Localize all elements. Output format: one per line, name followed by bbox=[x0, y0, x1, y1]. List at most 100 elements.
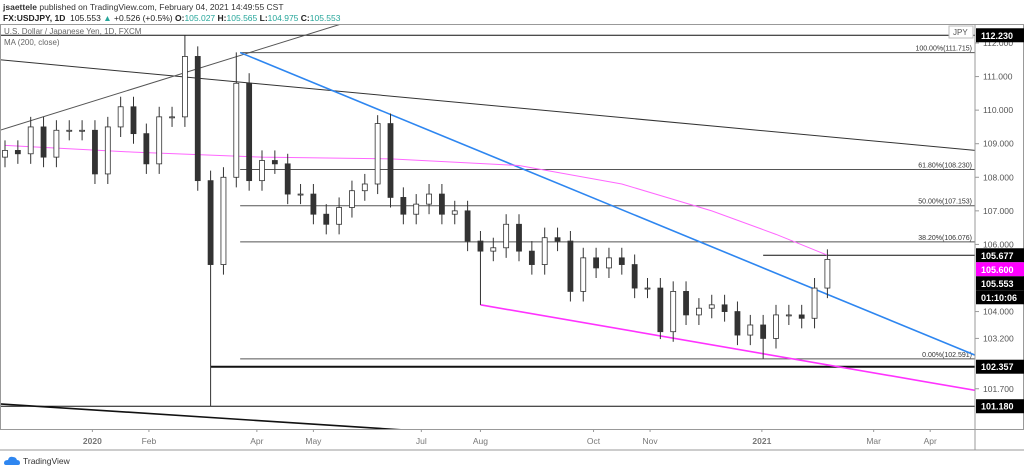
price-tag bbox=[976, 276, 1024, 291]
y-tick-label: 109.000 bbox=[983, 139, 1014, 149]
candle-body bbox=[387, 123, 394, 198]
candle-body bbox=[361, 183, 368, 192]
x-tick-label: Oct bbox=[587, 436, 601, 446]
close-label: C: bbox=[300, 13, 310, 23]
candle-body bbox=[53, 129, 60, 158]
price-tag-label: 105.600 bbox=[981, 265, 1014, 275]
candle-body bbox=[773, 314, 779, 339]
low-value: 104.975 bbox=[267, 13, 299, 23]
tradingview-logo[interactable]: TradingView bbox=[4, 456, 70, 466]
x-tick-label: 2020 bbox=[83, 436, 102, 446]
candle-body bbox=[760, 324, 767, 339]
candle-body bbox=[233, 82, 240, 178]
up-arrow-icon: ▲ bbox=[103, 13, 112, 23]
candle-body bbox=[181, 56, 188, 118]
x-tick-label: Jul bbox=[416, 436, 427, 446]
candle-body bbox=[593, 257, 599, 269]
plot-frame bbox=[0, 24, 1024, 430]
candle-body bbox=[670, 291, 677, 333]
brand-text: TradingView bbox=[23, 456, 70, 466]
candle-body bbox=[323, 213, 330, 225]
fib-level-label: 100.00%(111.715) bbox=[915, 46, 972, 53]
y-tick-label: 110.000 bbox=[983, 105, 1013, 115]
publish-info: jsaettele published on TradingView.com, … bbox=[3, 2, 284, 12]
last-price: 105.553 bbox=[70, 13, 101, 23]
candle-body bbox=[503, 223, 510, 249]
price-tag-label: 112.230 bbox=[981, 31, 1013, 41]
candle-body bbox=[413, 203, 420, 215]
candle-body bbox=[259, 160, 265, 182]
candle-body bbox=[528, 250, 535, 265]
y-tick-label: 101.700 bbox=[983, 384, 1014, 394]
close-value: 105.553 bbox=[309, 13, 341, 23]
candle-body bbox=[284, 163, 291, 195]
x-tick-label: Apr bbox=[924, 436, 937, 446]
fib-level-label: 61.80%(108.230) bbox=[918, 163, 972, 170]
series-title: U.S. Dollar / Japanese Yen, 1D, FXCM bbox=[4, 27, 142, 36]
candle-body bbox=[310, 193, 317, 215]
candle-body bbox=[464, 210, 471, 242]
candle-body bbox=[2, 150, 8, 158]
candle-body bbox=[824, 259, 831, 289]
high-label: H: bbox=[217, 13, 227, 23]
fib-level-label: 0.00%(102.591) bbox=[922, 352, 972, 359]
candle-body bbox=[438, 193, 445, 215]
candle-body bbox=[207, 180, 214, 265]
candle-body bbox=[785, 314, 792, 317]
publisher: jsaettele bbox=[3, 2, 38, 12]
candle-body bbox=[79, 129, 85, 132]
candle-body bbox=[27, 126, 34, 155]
y-tick-label: 111.000 bbox=[983, 72, 1013, 82]
x-tick-label: 2021 bbox=[752, 436, 771, 446]
price-tag bbox=[976, 28, 1024, 43]
x-tick-label: Mar bbox=[866, 436, 881, 446]
candle-body bbox=[271, 160, 278, 165]
candle-body bbox=[490, 247, 497, 252]
lower-black-line bbox=[0, 403, 401, 429]
high-value: 105.565 bbox=[226, 13, 258, 23]
candle-body bbox=[297, 193, 304, 196]
candle-body bbox=[143, 133, 150, 165]
candle-body bbox=[811, 287, 818, 319]
candle-body bbox=[618, 257, 625, 265]
candle-body bbox=[374, 123, 381, 185]
change: +0.526 (+0.5%) bbox=[114, 13, 173, 23]
candle-body bbox=[708, 304, 715, 309]
upper-black-trendline bbox=[0, 59, 975, 151]
x-tick-label: Feb bbox=[142, 436, 157, 446]
candle-body bbox=[451, 210, 458, 215]
magenta-channel-line bbox=[480, 304, 975, 392]
candle-body bbox=[194, 56, 201, 182]
candle-body bbox=[104, 126, 111, 175]
y-tick-label: 106.000 bbox=[983, 239, 1014, 249]
y-tick-label: 108.000 bbox=[983, 172, 1014, 182]
candle-body bbox=[696, 307, 702, 316]
price-tag-label: 01:10:06 bbox=[981, 293, 1017, 303]
open-label: O: bbox=[174, 13, 185, 23]
fib-level-label: 50.00%(107.153) bbox=[918, 199, 972, 206]
indicator-label[interactable]: MA (200, close) bbox=[4, 38, 60, 47]
candle-body bbox=[349, 190, 355, 208]
price-tag bbox=[976, 290, 1024, 305]
candle-body bbox=[130, 106, 137, 135]
candle-body bbox=[554, 237, 561, 242]
x-tick-label: Nov bbox=[643, 436, 659, 446]
price-tag-label: 102.357 bbox=[981, 362, 1014, 372]
x-tick-label: May bbox=[305, 436, 322, 446]
price-tag bbox=[976, 359, 1024, 374]
fib-level-label: 38.20%(106.076) bbox=[918, 235, 972, 242]
currency-badge bbox=[948, 25, 974, 39]
candle-body bbox=[477, 240, 484, 252]
y-tick-label: 104.000 bbox=[983, 307, 1014, 317]
currency-label: JPY bbox=[953, 28, 968, 37]
low-label: L: bbox=[259, 13, 268, 23]
blue-trendline bbox=[239, 51, 975, 357]
candle-body bbox=[400, 197, 407, 215]
candle-body bbox=[657, 287, 664, 333]
candle-body bbox=[606, 257, 612, 269]
candle-body bbox=[14, 150, 21, 155]
cloud-logo-icon bbox=[4, 456, 20, 465]
price-tag bbox=[976, 248, 1024, 263]
candle-body bbox=[336, 207, 343, 225]
